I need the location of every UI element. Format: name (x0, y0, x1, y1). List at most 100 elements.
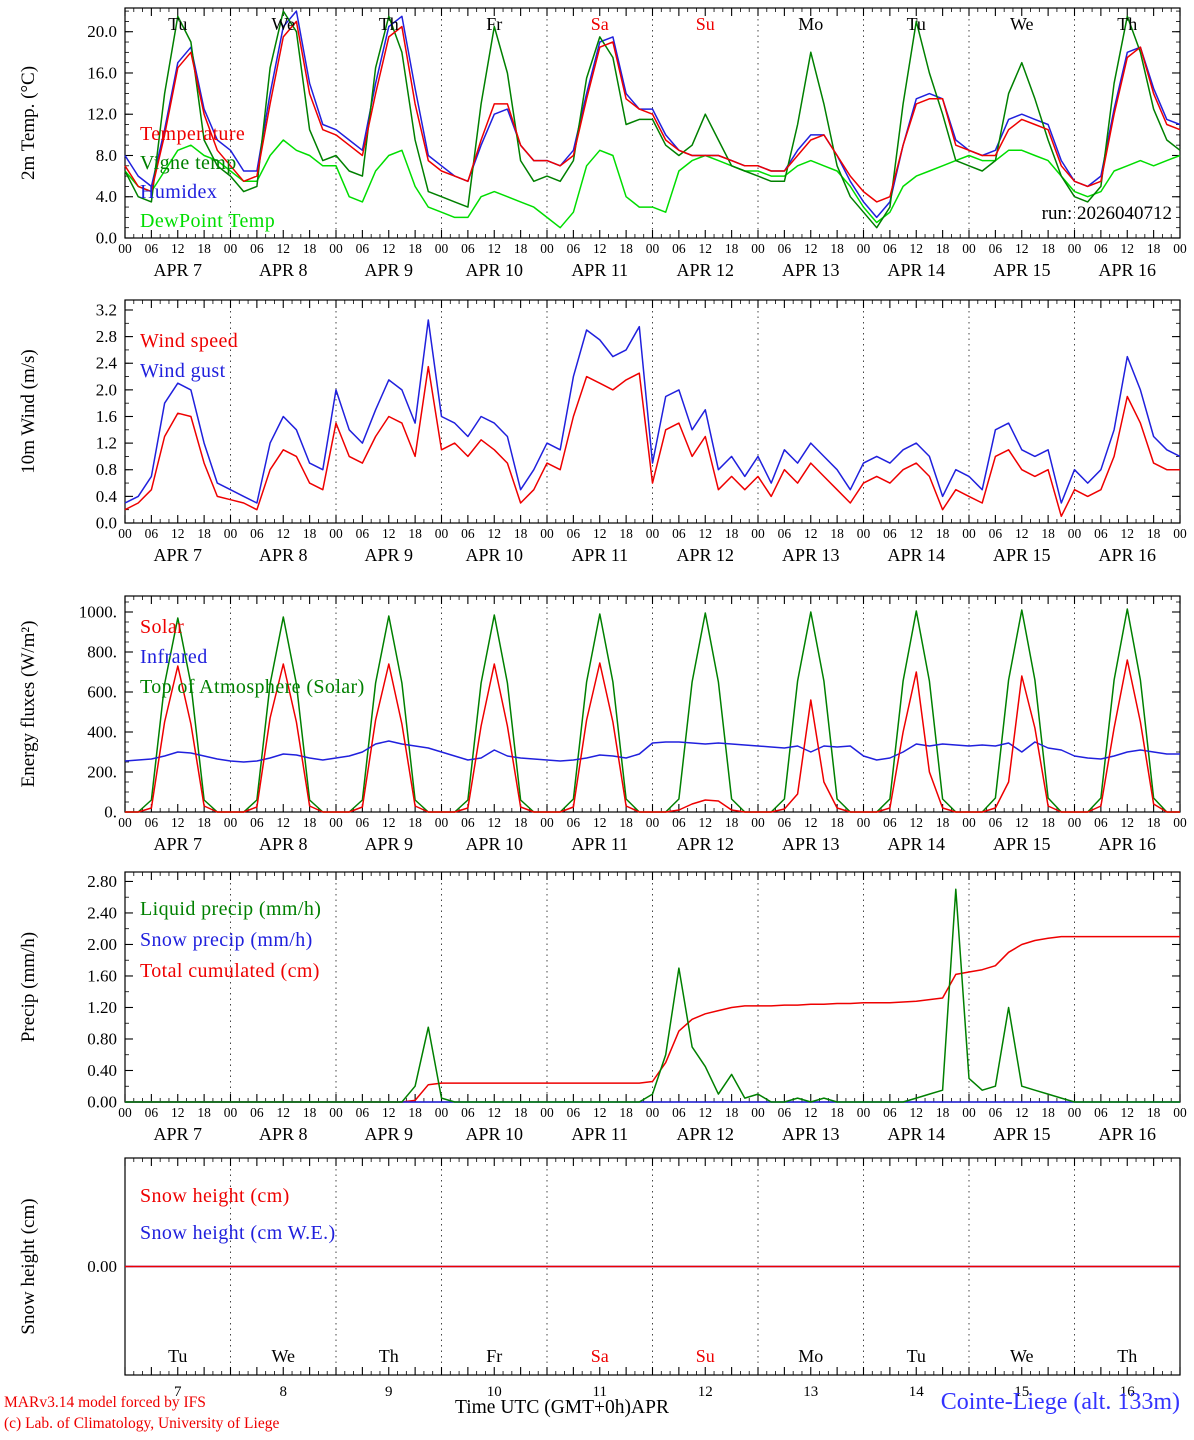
svg-text:APR 14: APR 14 (887, 834, 945, 854)
svg-text:00: 00 (224, 1105, 238, 1120)
month-label: APR (631, 1397, 669, 1418)
svg-text:12: 12 (1121, 526, 1135, 541)
legend-item-solar: Solar (140, 616, 185, 638)
svg-text:18: 18 (619, 815, 633, 830)
svg-text:06: 06 (883, 815, 897, 830)
model-credit-line-2: (c) Lab. of Climatology, University of L… (4, 1415, 280, 1432)
svg-text:00: 00 (435, 241, 449, 256)
svg-text:06: 06 (567, 1105, 581, 1120)
svg-text:18: 18 (725, 241, 739, 256)
svg-text:12: 12 (699, 1105, 713, 1120)
svg-text:12: 12 (910, 1105, 924, 1120)
svg-text:00: 00 (751, 815, 765, 830)
svg-text:12: 12 (698, 1384, 713, 1400)
svg-text:APR 13: APR 13 (782, 260, 840, 280)
svg-text:06: 06 (461, 241, 475, 256)
svg-text:00: 00 (646, 241, 660, 256)
svg-text:2.8: 2.8 (96, 327, 117, 346)
svg-text:18: 18 (408, 241, 422, 256)
svg-text:06: 06 (250, 526, 264, 541)
svg-text:2m Temp. (°C): 2m Temp. (°C) (18, 66, 39, 180)
svg-text:12: 12 (1121, 241, 1135, 256)
svg-text:18: 18 (303, 815, 317, 830)
svg-text:12: 12 (804, 1105, 818, 1120)
svg-text:12: 12 (1015, 815, 1029, 830)
svg-text:00: 00 (1068, 526, 1082, 541)
legend-item-infrared: Infrared (140, 646, 208, 668)
svg-text:06: 06 (989, 1105, 1003, 1120)
svg-text:APR 10: APR 10 (465, 834, 523, 854)
svg-text:18: 18 (514, 526, 528, 541)
svg-text:Snow height (cm): Snow height (cm) (18, 1198, 39, 1334)
svg-text:06: 06 (989, 526, 1003, 541)
svg-text:00: 00 (435, 526, 449, 541)
svg-text:12: 12 (171, 526, 185, 541)
svg-text:06: 06 (672, 526, 686, 541)
svg-text:18: 18 (830, 526, 844, 541)
svg-text:00: 00 (962, 526, 976, 541)
svg-text:2.40: 2.40 (87, 903, 117, 922)
svg-text:00: 00 (329, 815, 343, 830)
svg-text:APR 12: APR 12 (676, 834, 734, 854)
svg-text:12: 12 (593, 1105, 607, 1120)
svg-text:Mo: Mo (798, 1346, 823, 1366)
legend-item-snow-height-we: Snow height (cm W.E.) (140, 1222, 336, 1244)
svg-text:10m Wind (m/s): 10m Wind (m/s) (18, 349, 39, 474)
svg-text:18: 18 (830, 241, 844, 256)
svg-text:18: 18 (725, 1105, 739, 1120)
svg-text:12: 12 (382, 241, 396, 256)
svg-text:Th: Th (1117, 1346, 1137, 1366)
svg-text:18: 18 (936, 526, 950, 541)
legend-item-humidex: Humidex (140, 181, 218, 203)
svg-text:00: 00 (1173, 526, 1187, 541)
svg-text:00: 00 (540, 1105, 554, 1120)
svg-text:APR 10: APR 10 (465, 260, 523, 280)
model-credit-line-1: MARv3.14 model forced by IFS (4, 1394, 206, 1411)
svg-text:18: 18 (408, 526, 422, 541)
svg-text:06: 06 (461, 1105, 475, 1120)
svg-text:APR 11: APR 11 (571, 545, 628, 565)
svg-text:1.2: 1.2 (96, 434, 117, 453)
svg-text:18: 18 (725, 815, 739, 830)
svg-text:18: 18 (830, 1105, 844, 1120)
svg-text:2.0: 2.0 (96, 380, 117, 399)
svg-text:00: 00 (1068, 1105, 1082, 1120)
svg-text:11: 11 (593, 1384, 607, 1400)
svg-text:06: 06 (1094, 815, 1108, 830)
svg-text:10: 10 (487, 1384, 502, 1400)
svg-text:12: 12 (488, 815, 502, 830)
svg-text:06: 06 (250, 241, 264, 256)
svg-text:00: 00 (224, 241, 238, 256)
svg-text:12: 12 (593, 241, 607, 256)
svg-text:7: 7 (174, 1384, 182, 1400)
legend-item-vigne-temp: Vigne temp (140, 152, 237, 174)
svg-text:APR 12: APR 12 (676, 1124, 734, 1144)
svg-text:18: 18 (514, 1105, 528, 1120)
svg-text:00: 00 (1173, 1105, 1187, 1120)
svg-text:00: 00 (1068, 241, 1082, 256)
svg-text:12: 12 (277, 1105, 291, 1120)
svg-text:00: 00 (435, 1105, 449, 1120)
svg-text:4.0: 4.0 (96, 187, 117, 206)
svg-text:0.0: 0.0 (96, 229, 117, 248)
svg-text:APR 7: APR 7 (153, 1124, 202, 1144)
svg-text:We: We (271, 14, 295, 34)
svg-text:200.: 200. (87, 763, 117, 782)
svg-text:APR 15: APR 15 (993, 834, 1051, 854)
svg-text:00: 00 (857, 526, 871, 541)
svg-text:APR 11: APR 11 (571, 260, 628, 280)
station-name-label: Cointe-Liege (alt. 133m) (940, 1389, 1180, 1415)
svg-text:00: 00 (962, 241, 976, 256)
svg-text:Tu: Tu (168, 14, 187, 34)
svg-text:APR 7: APR 7 (153, 834, 202, 854)
svg-text:00: 00 (329, 1105, 343, 1120)
svg-text:00: 00 (540, 526, 554, 541)
svg-text:00: 00 (118, 241, 132, 256)
x-axis-title: Time UTC (GMT+0h)APR (455, 1397, 669, 1419)
svg-text:06: 06 (883, 526, 897, 541)
svg-text:APR 8: APR 8 (259, 1124, 308, 1144)
svg-text:APR 16: APR 16 (1098, 834, 1156, 854)
svg-text:2.80: 2.80 (87, 872, 117, 891)
svg-text:18: 18 (936, 241, 950, 256)
